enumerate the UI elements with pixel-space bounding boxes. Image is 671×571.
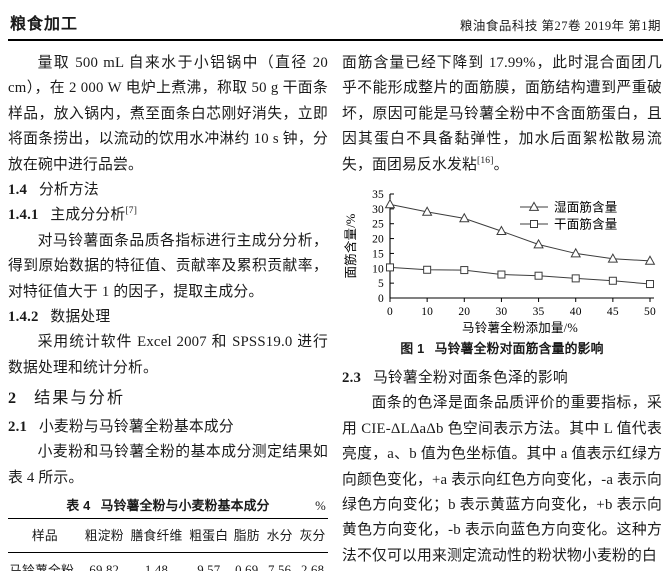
heading-2-1: 2.1 小麦粉与马铃薯全粉基本成分 [8,415,328,440]
svg-text:0: 0 [378,293,384,305]
col-header-sample: 样品 [8,518,82,554]
heading-2: 2 结果与分析 [8,386,328,411]
paragraph-color: 面条的色泽是面条品质评价的重要指标，采用 CIE-ΔLΔaΔb 色空间表示方法。… [342,395,662,564]
heading-number: 2 [8,389,17,408]
cell-value: 69.82 [89,562,120,571]
paragraph-cooking-method: 量取 500 mL 自来水于小铝锅中（直径 20 cm），在 2 000 W 电… [8,55,328,173]
heading-2-3: 2.3 马铃薯全粉对面条色泽的影响 [342,366,662,391]
composition-table: 样品 粗淀粉 膳食纤维 粗蛋白 脂肪 水分 灰分 马铃薯全粉 69.82 [8,517,328,571]
heading-title: 马铃薯全粉对面条色泽的影响 [372,370,568,387]
col-header-starch: 粗淀粉 [81,518,127,554]
col-header-fat: 脂肪 [231,518,263,554]
cell-value: 9.57 [197,562,221,571]
running-head-journal: 粮油食品科技 第27卷 2019年 第1期 [459,19,661,33]
figure-1: 0 5 10 15 20 25 30 35 0 10 20 30 35 40 45 50 湿面筋含量干面筋含量马… [342,184,662,358]
cell-value: 7.56 [268,562,292,571]
col-header-fiber: 膳食纤维 [126,518,187,554]
svg-text:30: 30 [495,306,507,318]
heading-number: 1.4 [8,182,28,199]
svg-text:20: 20 [458,306,470,318]
table-row: 马铃薯全粉 69.82 1.48 9.57 0.69 7.56 2.68 [8,553,328,571]
citation-ref-16: [16] [476,155,494,166]
gluten-line-chart: 0 5 10 15 20 25 30 35 0 10 20 30 35 40 45 50 湿面筋含量干面筋含量马… [343,189,656,335]
heading-number: 1.4.1 [8,207,39,224]
heading-1-4-1: 1.4.1 主成分分析[7] [8,203,328,228]
svg-text:35: 35 [372,189,384,201]
page-header: 粮食加工 粮油食品科技 第27卷 2019年 第1期 [8,8,663,41]
svg-text:50: 50 [644,306,656,318]
running-head-section: 粮食加工 [10,16,79,33]
col-header-ash: 灰分 [297,518,328,554]
svg-text:40: 40 [570,306,582,318]
svg-text:15: 15 [372,248,384,260]
figure-title: 马铃薯全粉对面筋含量的影响 [434,341,604,357]
paragraph-pca: 对马铃薯面条品质各指标进行主成分分析，得到原始数据的特征值、贡献率及累积贡献率，… [8,232,328,300]
figure-label: 图 1 [400,341,425,357]
cell-sample: 马铃薯全粉 [9,562,74,571]
heading-title: 分析方法 [38,182,99,199]
table-caption: 表 4 马铃薯全粉与小麦粉基本成分 % [8,497,328,515]
left-column: 量取 500 mL 自来水于小铝锅中（直径 20 cm），在 2 000 W 电… [8,51,328,571]
table-title: 马铃薯全粉与小麦粉基本成分 [100,497,270,513]
heading-title: 小麦粉与马铃薯全粉基本成分 [38,418,234,435]
table-header-row: 样品 粗淀粉 膳食纤维 粗蛋白 脂肪 水分 灰分 [8,518,328,554]
right-column: 面筋含量已经下降到 17.99%，此时混合面团几乎不能形成整片的面筋膜，面筋结构… [342,51,662,571]
cell-value: 1.48 [144,562,169,571]
heading-1-4: 1.4 分析方法 [8,178,328,203]
paragraph-table-intro: 小麦粉和马铃薯全粉的基本成分测定结果如表 4 所示。 [8,444,328,486]
svg-text:0: 0 [387,306,393,318]
svg-text:10: 10 [421,306,433,318]
svg-text:25: 25 [372,219,384,231]
paragraph-gluten-tail: 。 [493,156,509,173]
heading-title: 数据处理 [50,309,111,326]
svg-text:35: 35 [533,306,545,318]
svg-text:马铃薯全粉添加量/%: 马铃薯全粉添加量/% [462,320,578,335]
table-label: 表 4 [66,497,91,513]
col-header-moisture: 水分 [262,518,298,554]
svg-text:干面筋含量: 干面筋含量 [554,217,618,232]
svg-text:30: 30 [372,204,384,216]
heading-number: 2.1 [8,418,28,435]
figure-caption: 图 1 马铃薯全粉对面筋含量的影响 [342,340,662,358]
heading-title: 结果与分析 [34,389,126,408]
two-column-body: 量取 500 mL 自来水于小铝锅中（直径 20 cm），在 2 000 W 电… [8,51,663,571]
svg-text:5: 5 [378,278,384,290]
svg-text:面筋含量/%: 面筋含量/% [343,213,358,278]
cell-value: 0.69 [235,562,259,571]
svg-text:45: 45 [607,306,619,318]
svg-text:20: 20 [372,234,384,246]
paragraph-gluten-text: 面筋含量已经下降到 17.99%，此时混合面团几乎不能形成整片的面筋膜，面筋结构… [342,55,662,173]
paragraph-gluten: 面筋含量已经下降到 17.99%，此时混合面团几乎不能形成整片的面筋膜，面筋结构… [342,51,662,178]
heading-1-4-2: 1.4.2 数据处理 [8,305,328,330]
paragraph-software: 采用统计软件 Excel 2007 和 SPSS19.0 进行数据处理和统计分析… [8,334,328,376]
col-header-protein: 粗蛋白 [186,518,232,554]
heading-title: 主成分分析 [50,207,126,224]
table-unit: % [315,498,326,513]
citation-ref-7: [7] [125,206,138,217]
table-4-block: 表 4 马铃薯全粉与小麦粉基本成分 % 样品 粗淀粉 膳食纤维 粗蛋白 脂肪 水分… [8,497,328,571]
svg-text:湿面筋含量: 湿面筋含量 [554,200,618,215]
heading-number: 2.3 [342,370,362,387]
heading-number: 1.4.2 [8,309,39,326]
cell-value: 2.68 [300,562,325,571]
svg-text:10: 10 [372,263,384,275]
